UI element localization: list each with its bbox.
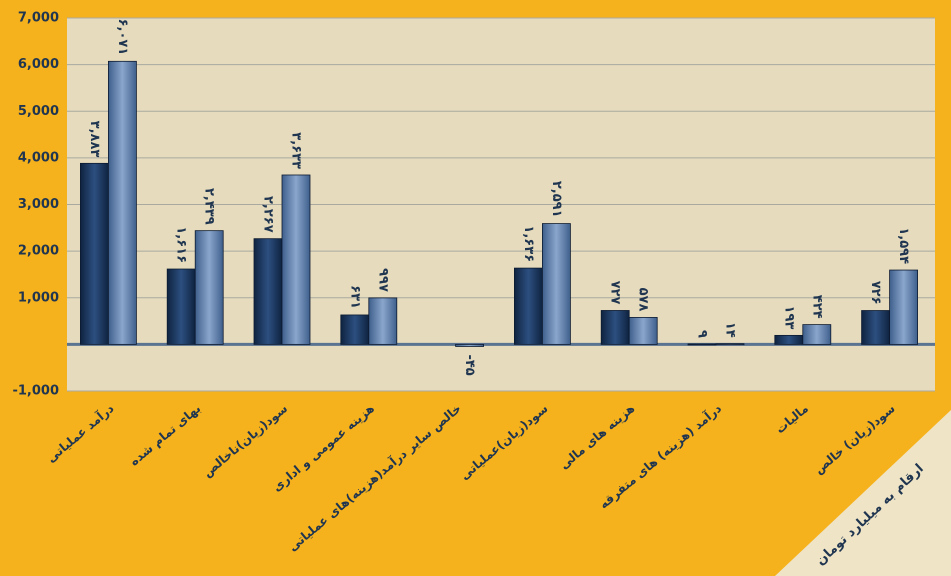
bar <box>889 269 918 345</box>
value-label: ۱۹۳ <box>781 306 796 330</box>
bar <box>715 343 745 346</box>
bar <box>80 162 109 345</box>
value-label: ۷۲۷ <box>608 281 623 305</box>
y-tick-label: 4,000 <box>18 150 59 165</box>
bar <box>600 310 630 345</box>
bar <box>628 317 658 345</box>
bar <box>514 267 543 345</box>
bar <box>802 324 832 345</box>
value-label: ۲,۴۳۹ <box>202 188 217 225</box>
value-label: ۷۲۶ <box>868 281 883 305</box>
value-label: ۲,۵۹۱ <box>549 181 564 218</box>
value-label: ۹ <box>695 330 710 338</box>
value-label: ۴۲۴ <box>809 295 824 319</box>
value-label: ۵۷۸ <box>636 288 651 312</box>
bar <box>340 314 370 345</box>
y-tick-label: 3,000 <box>18 197 59 212</box>
y-tick-label: 5,000 <box>18 104 59 119</box>
value-label: ۱,۶۱۶ <box>174 226 189 263</box>
value-label: ۳,۶۳۳ <box>289 132 304 169</box>
value-label: -۴۵ <box>462 354 477 375</box>
bar <box>166 268 196 345</box>
bar <box>455 343 485 347</box>
y-tick-label: 7,000 <box>18 11 59 26</box>
corner-band <box>775 410 951 576</box>
bar <box>861 310 890 345</box>
bar <box>368 297 398 345</box>
bar <box>774 334 804 345</box>
bar <box>108 60 137 345</box>
bar <box>253 238 283 345</box>
y-tick-label: 1,000 <box>18 290 59 305</box>
y-tick-label: 2,000 <box>18 244 59 259</box>
value-label: ۳,۸۸۳ <box>87 121 102 158</box>
value-label: ۶,۰۷۱ <box>115 19 130 56</box>
y-tick-label: 6,000 <box>18 57 59 72</box>
value-label: ۱,۵۹۴ <box>896 227 911 264</box>
value-label: ۶۳۱ <box>347 285 362 309</box>
value-label: ۲,۲۶۷ <box>261 196 276 233</box>
bar <box>542 223 571 345</box>
y-tick-label: -1,000 <box>12 384 59 399</box>
value-label: ۹۹۷ <box>375 268 390 292</box>
value-label: ۱۴ <box>723 322 738 338</box>
bar <box>281 174 311 345</box>
value-label: ۱,۶۳۶ <box>521 225 536 262</box>
bar <box>194 230 224 345</box>
bar <box>687 343 717 346</box>
